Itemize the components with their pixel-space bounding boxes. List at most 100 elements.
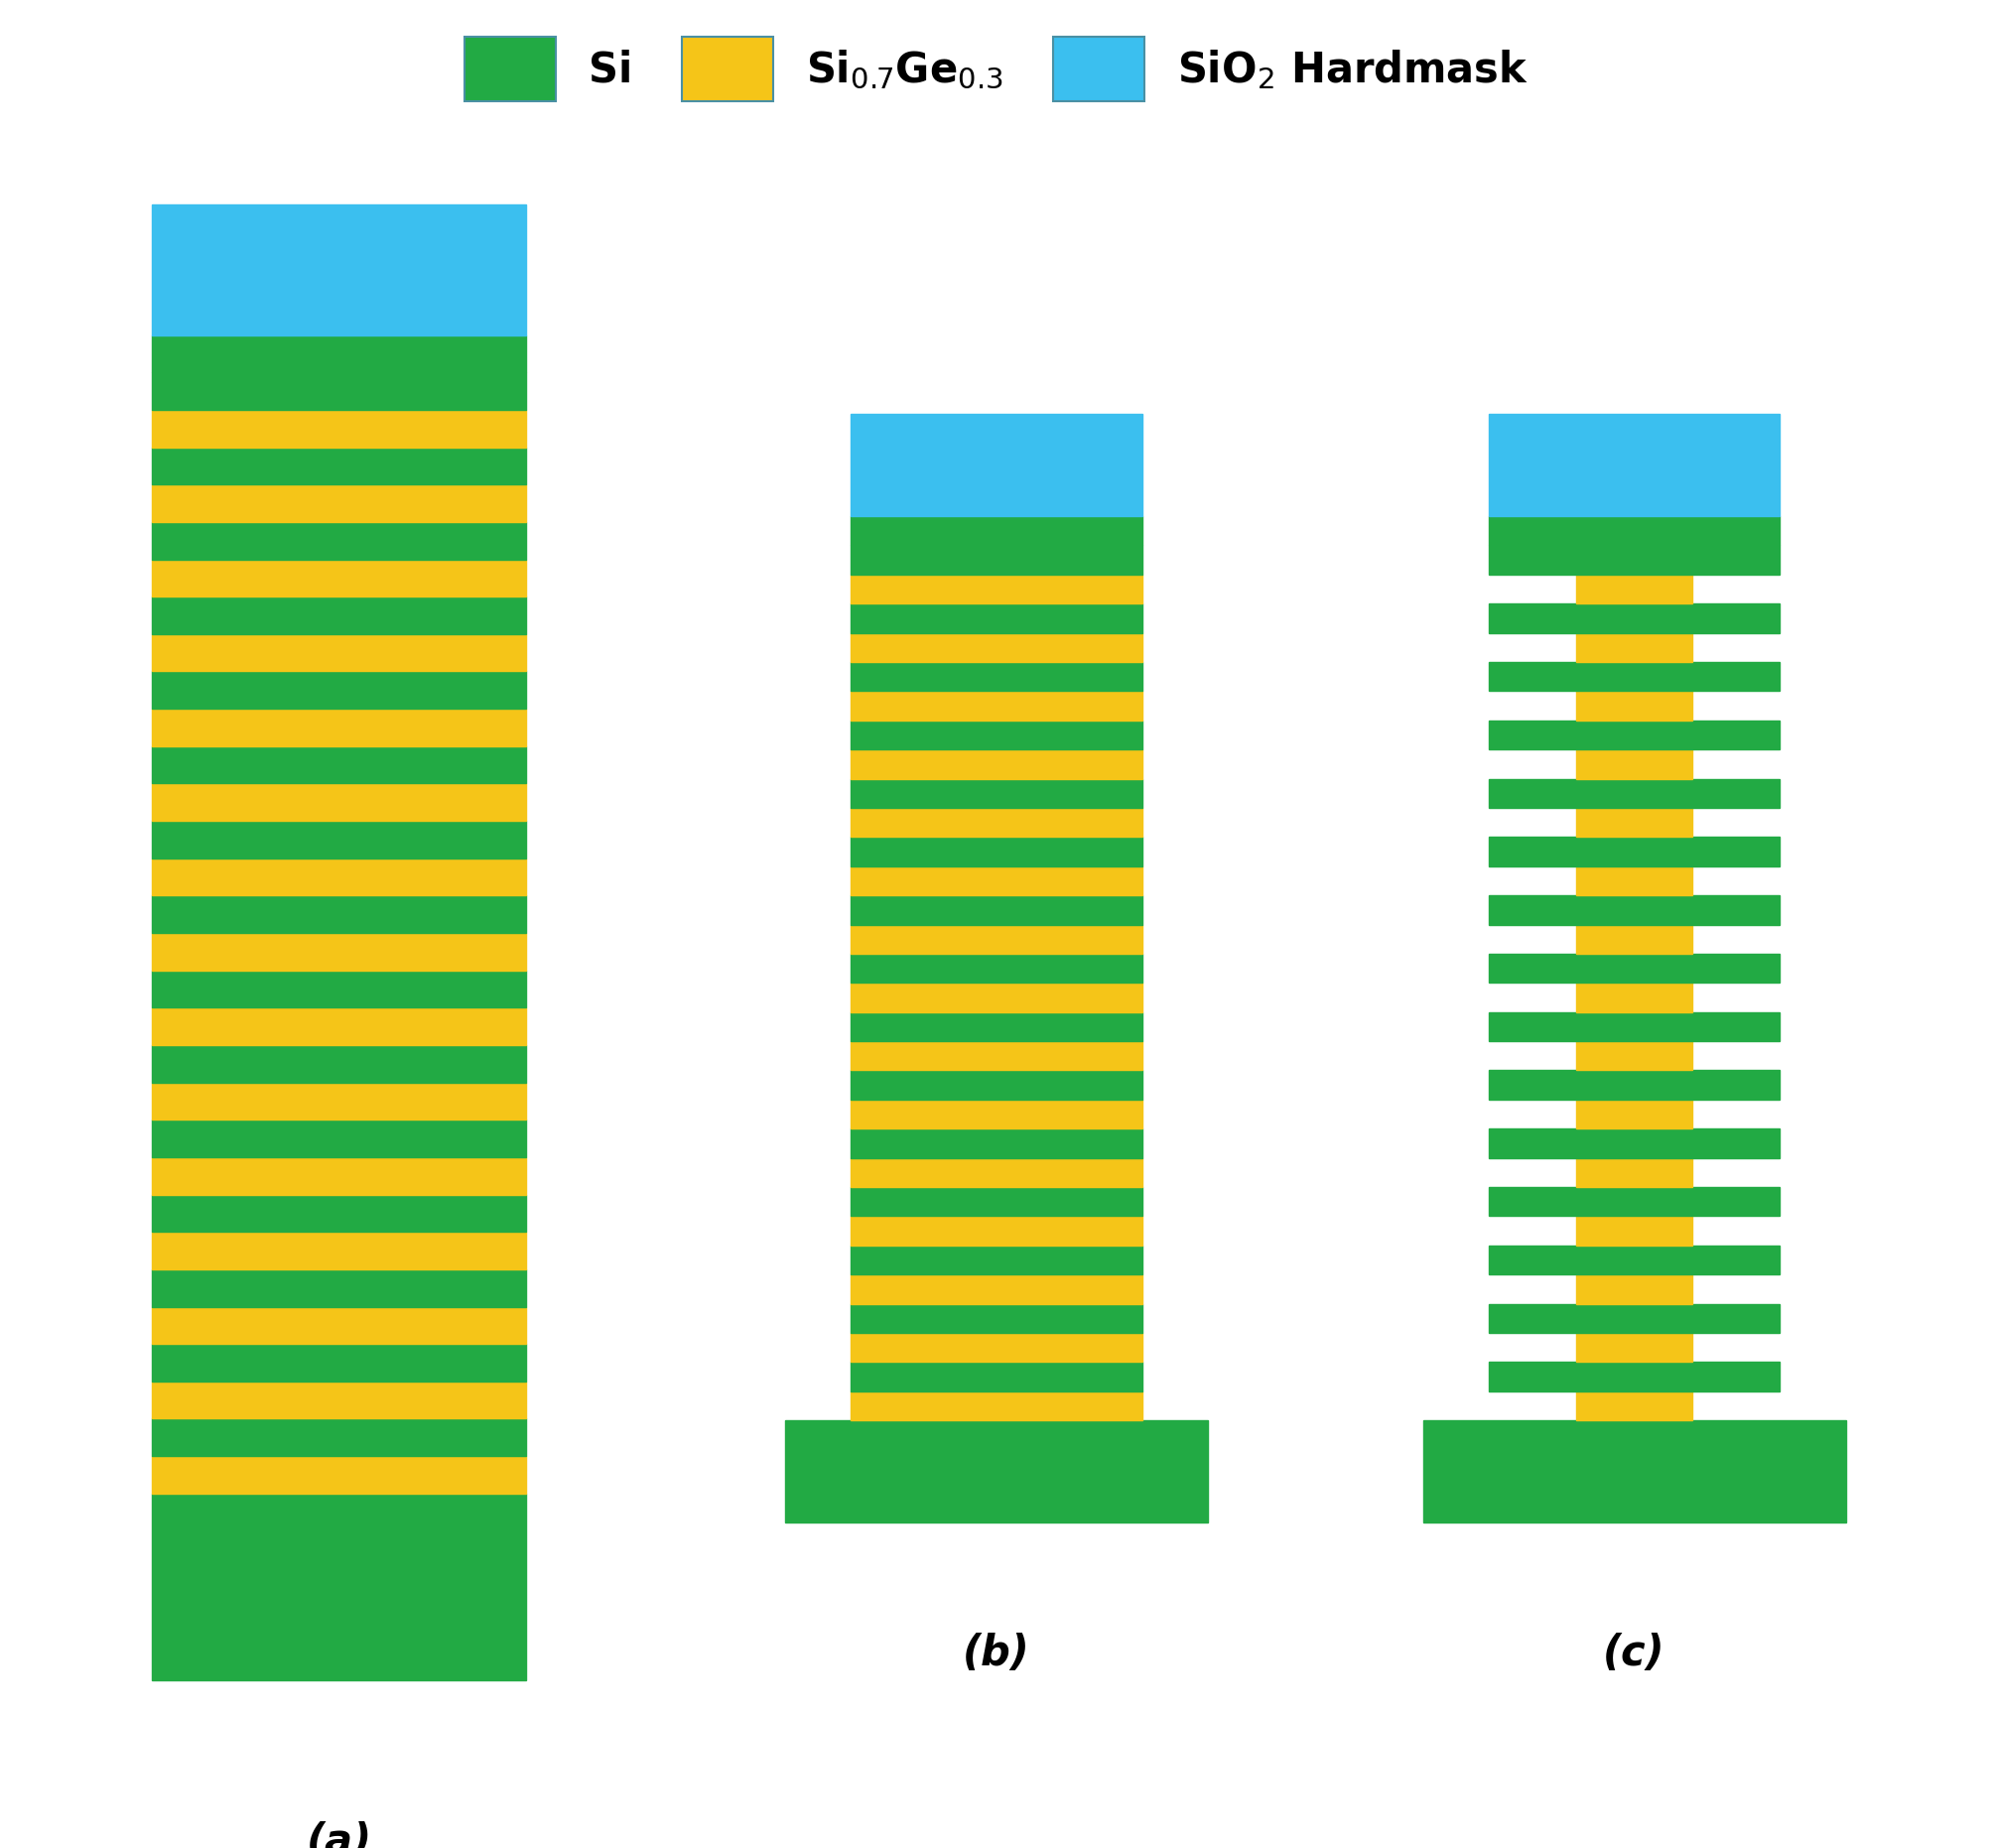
Bar <box>1488 778 1779 808</box>
Bar <box>151 1083 526 1120</box>
Bar <box>1488 1362 1779 1392</box>
Bar <box>151 1419 526 1456</box>
Bar <box>151 1493 526 1680</box>
Bar <box>785 1421 1207 1523</box>
Bar <box>851 1159 1141 1186</box>
Text: (a): (a) <box>307 1822 371 1848</box>
Bar <box>151 933 526 970</box>
Bar <box>151 447 526 484</box>
Bar <box>151 821 526 857</box>
Legend: Si, Si$_{0.7}$Ge$_{0.3}$, SiO$_2$ Hardmask: Si, Si$_{0.7}$Ge$_{0.3}$, SiO$_2$ Hardma… <box>448 20 1544 118</box>
Text: (c): (c) <box>1602 1632 1665 1674</box>
Bar <box>851 1070 1141 1100</box>
Bar <box>1576 808 1691 837</box>
Bar <box>151 857 526 896</box>
Bar <box>151 970 526 1007</box>
Bar <box>851 516 1141 545</box>
Bar <box>1488 1186 1779 1216</box>
Bar <box>851 1392 1141 1421</box>
Bar <box>1576 1392 1691 1421</box>
Bar <box>151 1456 526 1493</box>
Bar <box>851 924 1141 954</box>
Bar <box>851 575 1141 604</box>
Bar <box>151 205 526 334</box>
Bar <box>851 1186 1141 1216</box>
Bar <box>1576 632 1691 662</box>
Bar <box>1488 604 1779 632</box>
Bar <box>1422 1421 1845 1523</box>
Bar <box>151 1007 526 1044</box>
Bar <box>851 867 1141 894</box>
Bar <box>1576 575 1691 604</box>
Bar <box>1488 1013 1779 1040</box>
Bar <box>1576 691 1691 721</box>
Bar <box>151 484 526 521</box>
Bar <box>151 1194 526 1233</box>
Bar <box>1488 516 1779 545</box>
Bar <box>1576 1216 1691 1246</box>
Bar <box>151 334 526 373</box>
Bar <box>1488 1246 1779 1275</box>
Bar <box>1576 1275 1691 1303</box>
Bar <box>151 1307 526 1343</box>
Text: (b): (b) <box>962 1632 1030 1674</box>
Bar <box>151 634 526 671</box>
Bar <box>1576 750 1691 778</box>
Bar <box>851 894 1141 924</box>
Bar <box>151 560 526 597</box>
Bar <box>851 1013 1141 1040</box>
Bar <box>851 983 1141 1013</box>
Bar <box>1488 954 1779 983</box>
Bar <box>1576 983 1691 1013</box>
Bar <box>151 747 526 784</box>
Bar <box>851 662 1141 691</box>
Bar <box>1576 1159 1691 1186</box>
Bar <box>851 1216 1141 1246</box>
Bar <box>851 1246 1141 1275</box>
Bar <box>851 721 1141 750</box>
Bar <box>851 691 1141 721</box>
Bar <box>1576 1332 1691 1362</box>
Bar <box>151 671 526 710</box>
Bar <box>1576 1100 1691 1129</box>
Bar <box>151 1380 526 1419</box>
Bar <box>851 414 1141 516</box>
Bar <box>1488 545 1779 575</box>
Bar <box>851 1332 1141 1362</box>
Bar <box>1488 721 1779 750</box>
Bar <box>151 597 526 634</box>
Bar <box>1576 924 1691 954</box>
Bar <box>851 1303 1141 1332</box>
Bar <box>151 784 526 821</box>
Bar <box>1488 1129 1779 1159</box>
Bar <box>1488 414 1779 516</box>
Bar <box>1488 894 1779 924</box>
Bar <box>151 1270 526 1307</box>
Bar <box>1488 1303 1779 1332</box>
Bar <box>851 778 1141 808</box>
Bar <box>151 373 526 410</box>
Bar <box>851 808 1141 837</box>
Bar <box>851 1100 1141 1129</box>
Bar <box>851 1129 1141 1159</box>
Bar <box>851 1362 1141 1392</box>
Bar <box>851 837 1141 867</box>
Bar <box>151 896 526 933</box>
Bar <box>151 1157 526 1194</box>
Bar <box>851 1275 1141 1303</box>
Bar <box>1488 662 1779 691</box>
Bar <box>151 1233 526 1270</box>
Bar <box>851 954 1141 983</box>
Bar <box>1576 1040 1691 1070</box>
Bar <box>1576 867 1691 894</box>
Bar <box>151 710 526 747</box>
Bar <box>851 1040 1141 1070</box>
Bar <box>151 1120 526 1157</box>
Bar <box>851 750 1141 778</box>
Bar <box>851 604 1141 632</box>
Bar <box>851 632 1141 662</box>
Bar <box>151 521 526 560</box>
Bar <box>1488 1070 1779 1100</box>
Bar <box>151 1343 526 1380</box>
Bar <box>151 410 526 447</box>
